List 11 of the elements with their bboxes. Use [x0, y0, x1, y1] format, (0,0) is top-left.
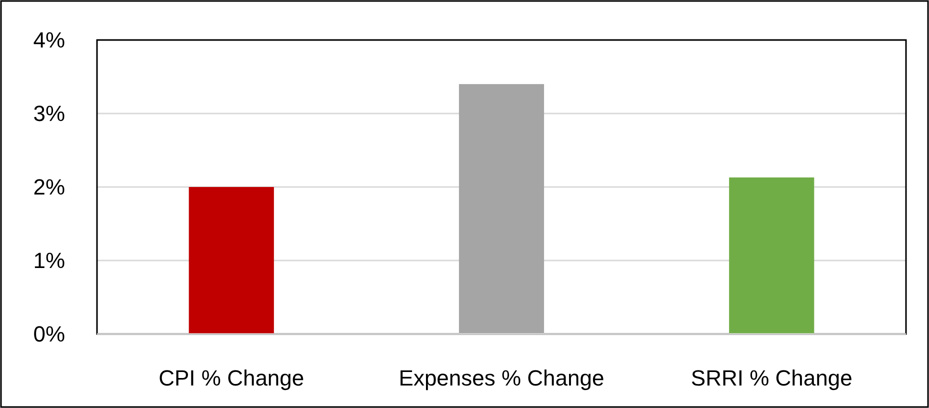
x-tick-label: SRRI % Change: [690, 366, 852, 391]
y-tick-label: 2%: [33, 174, 65, 200]
bar: [458, 84, 544, 334]
y-tick-label: 4%: [33, 28, 65, 53]
x-tick-label: Expenses % Change: [398, 366, 604, 391]
y-tick-label: 3%: [33, 101, 65, 126]
x-tick-label: CPI % Change: [158, 366, 304, 391]
y-tick-label: 0%: [33, 322, 65, 347]
bar: [729, 177, 814, 334]
bar: [188, 187, 274, 334]
y-tick-label: 1%: [33, 248, 65, 274]
